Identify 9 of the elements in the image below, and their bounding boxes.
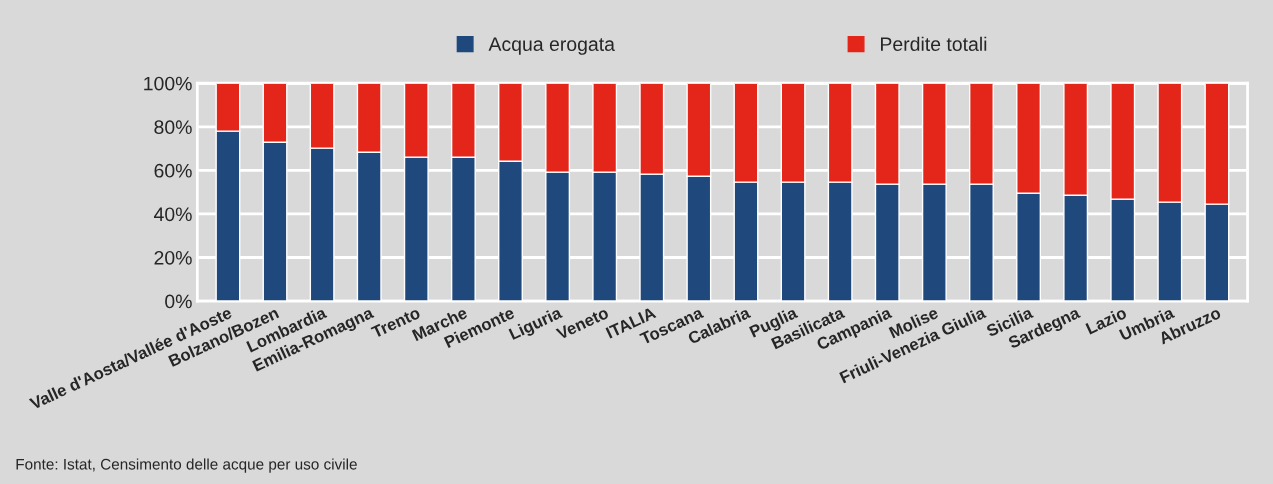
y-tick-label: 0% [165, 294, 192, 309]
y-tick-label: 100% [144, 76, 192, 91]
legend-label: Acqua erogata [488, 37, 615, 55]
source-note: Fonte: Istat, Censimento delle acque per uso civile [16, 458, 357, 473]
legend-label: Perdite totali [881, 36, 987, 52]
y-tick-label: 60% [154, 163, 192, 178]
y-tick-label: 20% [154, 250, 192, 265]
y-tick-label: 40% [153, 207, 192, 222]
y-tick-label: 80% [154, 120, 192, 135]
